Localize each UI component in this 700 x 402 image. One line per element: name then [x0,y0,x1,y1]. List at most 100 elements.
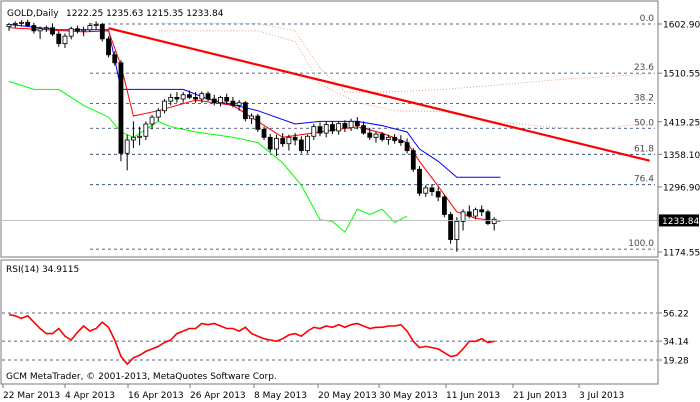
fib-label: 100.0 [628,239,654,249]
copyright-notice: GCM MetaTrader, © 2001-2013, MetaQuotes … [6,372,277,382]
candle-bear [106,38,111,56]
price-tick-label: 1296.90 [663,183,700,193]
current-price-box [659,214,699,227]
price-tick-label: 1358.10 [663,151,700,161]
candle-bear [448,214,454,240]
candle-bull [93,24,99,26]
candle-bull [323,124,329,134]
rsi-line [8,313,495,366]
candle-bull [6,24,12,28]
candle-bear [112,54,118,64]
candle-bear [298,139,304,152]
price-axis: 1602.90 1510.55 1419.25 1358.10 1296.90 1233.… [2,21,700,259]
candle-bull [423,187,429,194]
candle-bull [124,139,130,154]
candle-bull [373,133,379,138]
candle-bear [193,97,199,100]
candle-bear [174,97,180,100]
candle-bull [43,27,49,30]
fib-label: 23.6 [634,63,654,73]
price-tick-label: 1510.55 [663,70,700,80]
candle-bear [261,128,267,138]
candle-bull [143,123,149,137]
candle-bear [242,102,248,120]
candle-bull [87,25,93,31]
candle-bull [37,28,43,32]
candle-bear [280,137,286,145]
candle-bear [330,124,335,132]
candle-bull [180,94,186,100]
candle-bull [199,93,205,100]
ichimoku-lines [8,24,501,233]
candle-bear [361,125,366,134]
time-tick-label: 3 Jul 2013 [579,391,624,401]
time-tick-label: 8 May 2013 [254,391,307,401]
fib-label: 0.0 [640,14,655,24]
candle-bull [236,102,242,106]
candle-bear [230,100,236,106]
time-tick-label: 26 Apr 2013 [190,391,246,401]
rsi-panel-frame [0,259,659,385]
candle-bear [186,94,192,98]
candle-bear [56,33,62,45]
candle-bull [311,126,317,137]
candle-bull [218,97,223,104]
candle-bear [211,98,217,104]
candle-bull [12,23,18,25]
candle-bull [168,97,174,102]
candle-bear [485,211,491,224]
time-tick-label: 21 Jun 2013 [513,391,567,401]
candle-bull [68,28,74,37]
rsi-indicator: 56.22 34.14 19.28 [2,310,689,367]
candle-bull [305,135,310,152]
candle-bull [137,135,143,138]
candle-bear [205,93,211,100]
candle-bear [354,120,360,127]
time-tick-label: 16 Apr 2013 [128,391,184,401]
time-tick-label: 30 May 2013 [379,391,438,401]
candle-bear [50,27,55,35]
candle-bear [410,150,416,170]
time-tick-label: 20 May 2013 [318,391,377,401]
candle-bull [274,137,279,150]
candle-bear [99,24,105,40]
candle-bear [404,142,410,152]
candlesticks [6,19,497,252]
time-tick-label: 11 Jun 2013 [446,391,500,401]
candle-bull [19,21,24,24]
candle-bear [392,136,398,141]
fib-label: 76.4 [634,175,654,185]
candle-bear [435,191,441,198]
candle-bull [336,123,342,132]
time-tick-label: 4 Apr 2013 [65,391,115,401]
time-tick-label: 22 Mar 2013 [3,391,60,401]
candle-bull [386,136,391,140]
rsi-tick-label: 34.14 [663,338,689,348]
candle-bear [367,132,373,138]
candle-bear [255,115,261,130]
candle-bear [342,123,348,129]
fib-label: 38.2 [634,94,654,104]
candle-bull [286,136,292,145]
candle-bull [62,35,68,45]
candle-bull [473,209,478,217]
candle-bull [81,29,87,32]
chikou-span-line [8,80,408,233]
candle-bear [267,136,273,150]
candle-bear [75,28,80,32]
candle-bear [379,133,385,140]
price-tick-label: 1419.25 [663,118,700,128]
candle-bear [479,209,485,213]
rsi-tick-label: 19.28 [663,357,689,367]
current-price-label: 1233.84 [662,217,699,227]
candle-bear [317,126,323,134]
time-axis: 22 Mar 2013 4 Apr 2013 16 Apr 2013 26 Apr 2… [2,384,624,401]
candle-bull [149,116,155,125]
candle-bull [249,115,254,120]
kumo-lower-line [158,30,644,130]
price-tick-label: 1174.55 [663,249,700,259]
rsi-header: RSI(14) 34.9115 [6,265,79,275]
candle-bear [118,62,124,154]
tenkan-sen-line [8,27,501,222]
